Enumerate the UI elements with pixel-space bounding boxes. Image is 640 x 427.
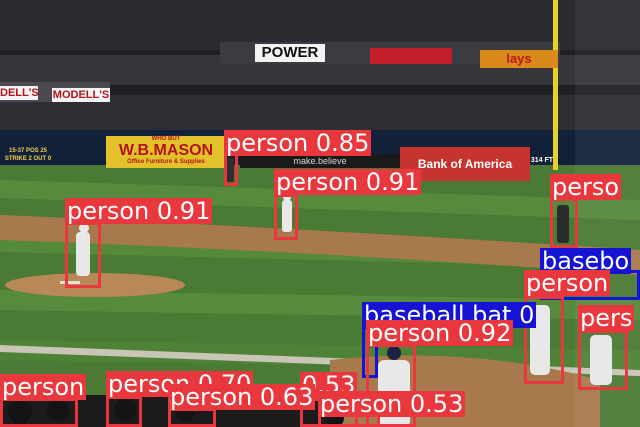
modells-sign-left: DELL'S: [0, 86, 39, 100]
detection-label: person 0.63: [168, 383, 316, 411]
wb-mason-tagline: WHO BUT: [151, 136, 181, 142]
detection-box: [106, 396, 142, 427]
detection-label: person 0.92: [366, 319, 514, 347]
detection-box: [274, 194, 298, 240]
lays-sign: lays: [480, 50, 558, 68]
make-believe-sign: make.believe: [240, 154, 400, 168]
top-board-sign: POWER: [255, 44, 325, 62]
distance-marker: 314 FT: [530, 157, 554, 164]
detection-label: person 0.91: [65, 197, 213, 225]
wb-mason-name: W.B.MASON: [118, 142, 214, 159]
detection-box: [65, 222, 101, 288]
detection-label: person 0.85: [224, 129, 372, 157]
detection-label: person 0.91: [274, 168, 422, 196]
detection-label: person: [0, 373, 87, 401]
detection-box: [0, 398, 78, 427]
detection-label: perso: [550, 173, 622, 201]
bank-of-america-sign: Bank of America: [400, 147, 530, 181]
wb-mason-banner: WHO BUT W.B.MASON Office Furniture & Sup…: [106, 136, 226, 168]
detection-box: [524, 296, 564, 384]
modells-sign-right: MODELL'S: [52, 88, 110, 102]
wb-mason-subtitle: Office Furniture & Supplies: [127, 159, 205, 165]
detection-box: [550, 198, 578, 248]
scoreboard-left: 15-37 POS 25: [8, 148, 48, 154]
detection-label: person 0.53: [318, 390, 466, 418]
detection-box: [578, 330, 628, 390]
detection-label: basebo: [540, 247, 632, 275]
budweiser-sign: [370, 48, 452, 64]
detection-label: pers: [578, 304, 635, 332]
scoreboard-right: STRIKE 2 OUT 0: [4, 156, 52, 162]
detection-label: person: [524, 269, 611, 297]
